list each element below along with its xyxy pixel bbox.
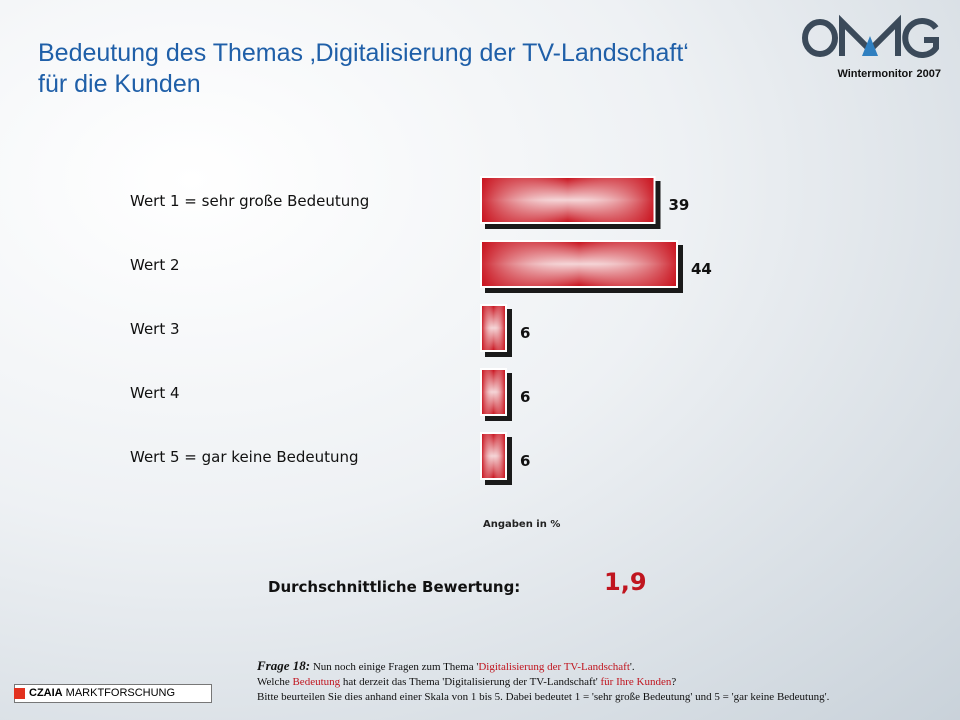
footnote-text: ?	[671, 676, 677, 688]
bar-row-3: Wert 3 6	[130, 304, 530, 357]
bar-row-5: Wert 5 = gar keine Bedeutung 6	[130, 432, 530, 485]
average-label: Durchschnittliche Bewertung:	[268, 578, 521, 596]
question-footnote: Frage 18: Nun noch einige Fragen zum The…	[257, 658, 957, 705]
company-name-rest: MARKTFORSCHUNG	[62, 687, 176, 699]
bar-highlight	[482, 178, 654, 222]
category-label: Wert 1 = sehr große Bedeutung	[130, 192, 369, 210]
category-label: Wert 3	[130, 320, 180, 338]
title-line-2: für die Kunden	[38, 70, 201, 98]
category-label: Wert 4	[130, 384, 180, 402]
footnote-text: '.	[629, 661, 635, 673]
company-footer: CZAIA MARKTFORSCHUNG	[14, 684, 212, 703]
title-line-1: Bedeutung des Themas ‚Digitalisierung de…	[38, 39, 689, 67]
page-title: Bedeutung des Themas ‚Digitalisierung de…	[38, 38, 758, 100]
average-value: 1,9	[604, 568, 647, 596]
footnote-line-1: Frage 18: Nun noch einige Fragen zum The…	[257, 658, 957, 675]
footnote-line-3: Bitte beurteilen Sie dies anhand einer S…	[257, 691, 830, 703]
category-label: Wert 5 = gar keine Bedeutung	[130, 448, 359, 466]
footnote-line-2: Welche Bedeutung hat derzeit das Thema '…	[257, 675, 957, 690]
category-label: Wert 2	[130, 256, 180, 274]
brand-sub-right: 2007	[916, 68, 941, 80]
footnote-highlight: Digitalisierung der TV-Landschaft	[478, 661, 630, 673]
company-square-icon	[14, 688, 25, 699]
footnote-text: Nun noch einige Fragen zum Thema '	[312, 661, 479, 673]
bar-highlight	[482, 242, 676, 286]
bar-row-4: Wert 4 6	[130, 368, 530, 421]
value-label: 6	[520, 452, 530, 470]
value-label: 44	[691, 260, 712, 278]
value-label: 6	[520, 324, 530, 342]
value-label: 6	[520, 388, 530, 406]
footnote-text: hat derzeit das Thema 'Digitalisierung d…	[340, 676, 601, 688]
bar-highlight	[482, 434, 505, 478]
company-name-bold: CZAIA	[29, 687, 63, 699]
footnote-text: Welche	[257, 676, 293, 688]
bar-highlight	[482, 370, 505, 414]
company-name: CZAIA MARKTFORSCHUNG	[29, 685, 175, 702]
unit-note: Angaben in %	[483, 519, 560, 530]
footnote-highlight: für Ihre Kunden	[600, 676, 672, 688]
question-number: Frage 18:	[257, 658, 311, 673]
bar-row-2: Wert 2 44	[130, 240, 712, 293]
value-label: 39	[669, 196, 690, 214]
footnote-highlight: Bedeutung	[292, 676, 341, 688]
omg-logo	[802, 14, 939, 58]
brand-sub-left: Wintermonitor	[837, 68, 913, 80]
bar-row-1: Wert 1 = sehr große Bedeutung 39	[130, 176, 689, 229]
bar-highlight	[482, 306, 505, 350]
brand-subtitle: Wintermonitor 2007	[805, 68, 941, 80]
